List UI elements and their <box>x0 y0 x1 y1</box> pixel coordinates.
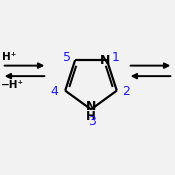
Text: 1: 1 <box>111 51 119 64</box>
Text: 2: 2 <box>122 85 130 98</box>
Text: 5: 5 <box>63 51 71 64</box>
Text: 4: 4 <box>51 85 59 98</box>
Text: −H⁺: −H⁺ <box>1 80 24 90</box>
Text: 3: 3 <box>88 115 96 128</box>
Text: N: N <box>86 100 96 113</box>
Text: N: N <box>100 54 111 67</box>
Text: H: H <box>86 110 96 122</box>
Text: H⁺: H⁺ <box>2 52 16 62</box>
